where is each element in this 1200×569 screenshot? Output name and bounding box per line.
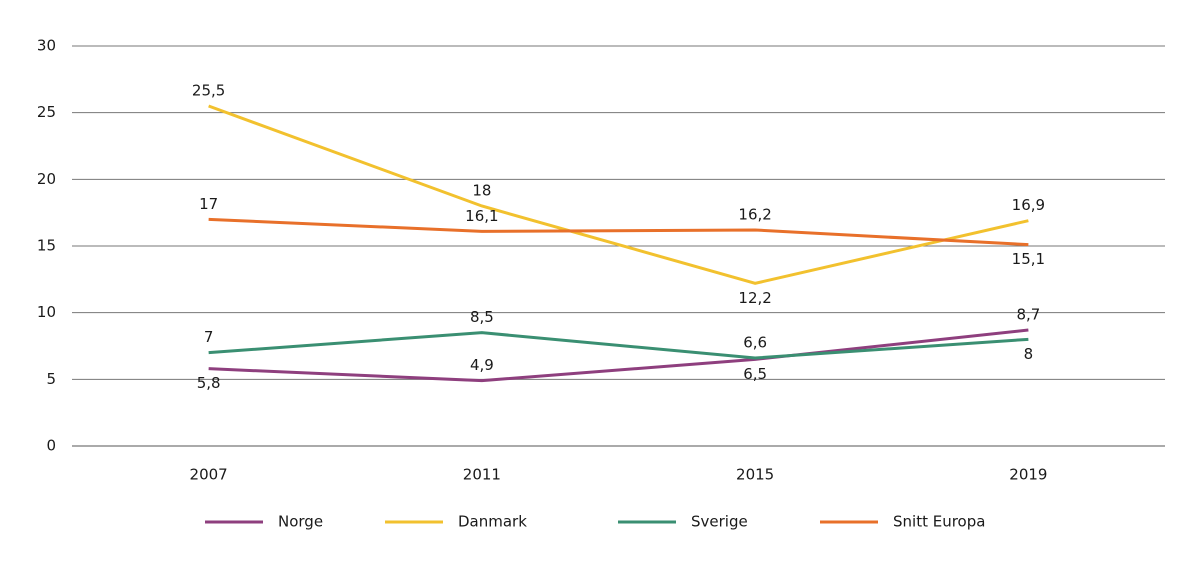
series-line — [208, 331, 1029, 360]
x-tick-label: 2019 — [1009, 466, 1047, 484]
x-tick-label: 2015 — [736, 466, 774, 484]
y-tick-label: 20 — [37, 170, 56, 188]
legend-label: Danmark — [458, 513, 527, 531]
data-label: 5,8 — [197, 374, 221, 392]
data-label: 4,9 — [470, 356, 494, 374]
data-label: 6,5 — [743, 365, 767, 383]
data-label: 12,2 — [738, 289, 771, 307]
data-label: 8 — [1024, 345, 1034, 363]
x-tick-label: 2011 — [463, 466, 501, 484]
y-tick-label: 5 — [46, 370, 56, 388]
data-label: 16,1 — [465, 207, 498, 225]
data-label: 8,7 — [1016, 306, 1040, 324]
data-label: 18 — [472, 182, 491, 200]
legend-label: Norge — [278, 513, 323, 531]
y-tick-label: 25 — [37, 103, 56, 121]
y-tick-label: 15 — [37, 237, 56, 255]
data-label: 15,1 — [1012, 250, 1045, 268]
legend-label: Sverige — [691, 513, 748, 531]
y-tick-label: 0 — [46, 437, 56, 455]
series-line — [208, 328, 1029, 383]
data-label: 16,9 — [1012, 196, 1045, 214]
y-tick-label: 30 — [37, 37, 56, 55]
data-label: 6,6 — [743, 334, 767, 352]
legend-label: Snitt Europa — [893, 513, 985, 531]
data-label: 16,2 — [738, 206, 771, 224]
data-label: 7 — [204, 328, 214, 346]
series-line — [208, 217, 1029, 247]
y-tick-label: 10 — [37, 303, 56, 321]
x-tick-label: 2007 — [190, 466, 228, 484]
data-label: 8,5 — [470, 308, 494, 326]
data-label: 25,5 — [192, 82, 225, 100]
data-label: 17 — [199, 195, 218, 213]
series-line — [208, 104, 1029, 285]
